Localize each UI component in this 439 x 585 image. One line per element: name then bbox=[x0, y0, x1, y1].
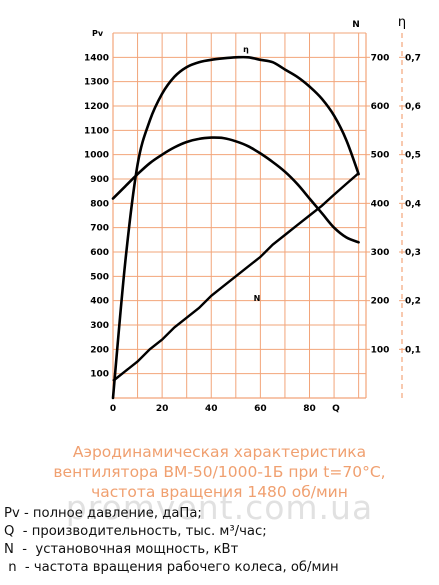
eta-tick-label: 0,2 bbox=[405, 297, 421, 307]
pv-tick-label: 1300 bbox=[84, 78, 109, 88]
eta-tick-label: 0,4 bbox=[405, 199, 421, 209]
pv-tick-label: 600 bbox=[90, 248, 109, 258]
n-tick-label: 400 bbox=[371, 199, 390, 209]
caption-line-1: Аэродинамическая характеристика bbox=[72, 443, 367, 461]
legend-line-rpm: n - частота вращения рабочего колеса, об… bbox=[4, 560, 339, 575]
pv-tick-label: 400 bbox=[90, 297, 109, 307]
power-curve bbox=[112, 172, 360, 382]
chart-tick-labels: 1002003004005006007008009001000110012001… bbox=[84, 53, 421, 414]
q-axis-label: Q bbox=[332, 404, 340, 414]
n-tick-label: 700 bbox=[371, 53, 390, 63]
eta-tick-label: 0,7 bbox=[405, 53, 421, 63]
n-axis-label: N bbox=[352, 20, 360, 30]
fan-characteristic-chart: 1002003004005006007008009001000110012001… bbox=[84, 15, 421, 414]
caption-line-3: частота вращения 1480 об/мин bbox=[91, 483, 348, 501]
pv-tick-label: 1200 bbox=[84, 102, 109, 112]
eta-tick-label: 0,1 bbox=[405, 345, 421, 355]
x-tick-label: 0 bbox=[110, 404, 116, 414]
chart-curves bbox=[111, 55, 360, 400]
legend-line-q: Q - производительность, тыс. м³/час; bbox=[4, 524, 267, 539]
pv-tick-label: 700 bbox=[90, 224, 109, 234]
chart-axes bbox=[112, 33, 405, 399]
eta-tick-label: 0,6 bbox=[405, 102, 421, 112]
n-tick-label: 200 bbox=[371, 297, 390, 307]
pv-axis-label: Pv bbox=[92, 29, 104, 38]
pv-tick-label: 300 bbox=[90, 321, 109, 331]
pv-tick-label: 100 bbox=[90, 370, 109, 380]
pv-tick-label: 1000 bbox=[84, 151, 109, 161]
eta-tick-label: 0,5 bbox=[405, 151, 421, 161]
pv-tick-label: 1100 bbox=[84, 126, 109, 136]
x-tick-label: 20 bbox=[156, 404, 169, 414]
n-tick-label: 100 bbox=[371, 345, 390, 355]
x-tick-label: 60 bbox=[254, 404, 267, 414]
x-tick-label: 80 bbox=[303, 404, 316, 414]
eta-axis-label: η bbox=[398, 15, 406, 30]
legend: Pv - полное давление, даПа; Q - производ… bbox=[4, 505, 439, 577]
chart-axis-labels: Pv N η Qη N bbox=[92, 15, 406, 414]
x-tick-label: 40 bbox=[205, 404, 218, 414]
legend-line-pv: Pv - полное давление, даПа; bbox=[4, 506, 202, 521]
n-tick-label: 300 bbox=[371, 248, 390, 258]
n-tick-label: 600 bbox=[371, 102, 390, 112]
pv-tick-label: 500 bbox=[90, 272, 109, 282]
chart-caption: Аэродинамическая характеристика вентилят… bbox=[0, 442, 439, 502]
chart-grid bbox=[113, 32, 366, 398]
caption-line-2: вентилятора ВМ-50/1000-1Б при t=70°С, bbox=[53, 463, 386, 481]
n-tick-label: 500 bbox=[371, 151, 390, 161]
legend-line-n: N - установочная мощность, кВт bbox=[4, 542, 239, 557]
pv-tick-label: 1400 bbox=[84, 53, 109, 63]
pv-tick-label: 900 bbox=[90, 175, 109, 185]
eta-curve-label: η bbox=[243, 45, 249, 54]
efficiency-curve bbox=[111, 55, 360, 400]
pv-tick-label: 200 bbox=[90, 345, 109, 355]
pv-tick-label: 800 bbox=[90, 199, 109, 209]
n-curve-label: N bbox=[254, 294, 261, 303]
eta-tick-label: 0,3 bbox=[405, 248, 421, 258]
